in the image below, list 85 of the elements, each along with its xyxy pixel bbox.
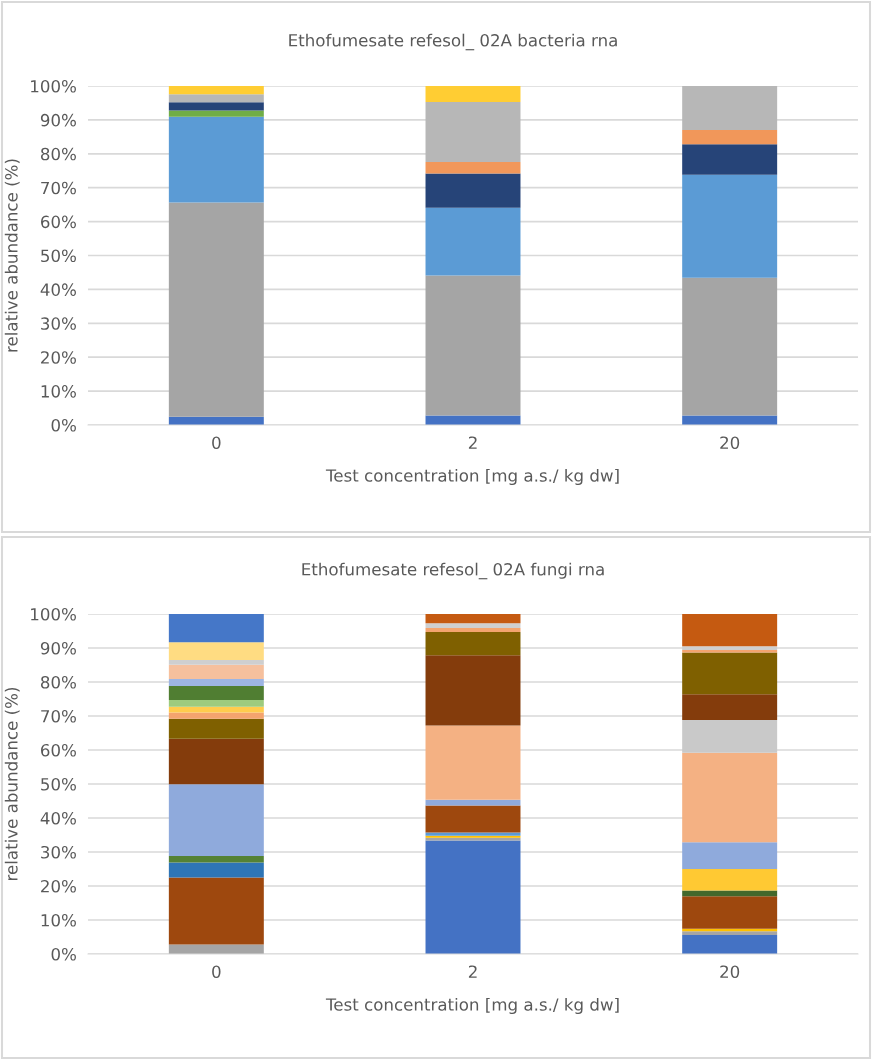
- y-tick-label: 0%: [51, 418, 76, 432]
- bar: [168, 862, 264, 878]
- bar: [682, 694, 778, 721]
- bar: [682, 869, 778, 891]
- bar: [168, 718, 264, 739]
- bar: [425, 805, 521, 833]
- bar: [168, 202, 264, 417]
- x-tick-label: 20: [720, 965, 740, 979]
- y-tick-label: 60%: [41, 743, 76, 757]
- bar: [682, 842, 778, 869]
- y-axis-title: relative abundance (%): [4, 159, 20, 352]
- y-tick-label: 100%: [31, 607, 76, 621]
- y-tick-label: 10%: [41, 913, 76, 927]
- x-tick-label: 2: [468, 436, 477, 449]
- bar: [425, 632, 521, 656]
- bar: [168, 700, 264, 707]
- y-tick-label: 0%: [51, 947, 76, 961]
- x-axis-title: Test concentration [mg a.s./ kg dw]: [325, 997, 619, 1015]
- x-tick-label: 0: [212, 965, 221, 979]
- bar: [168, 944, 264, 954]
- bar: [168, 738, 264, 785]
- y-tick-label: 40%: [40, 283, 76, 296]
- bar: [168, 659, 264, 665]
- y-tick-label: 30%: [41, 845, 76, 859]
- bar: [168, 614, 264, 643]
- bar: [682, 614, 778, 647]
- bar: [168, 110, 264, 117]
- bar: [168, 102, 264, 111]
- bar: [425, 86, 521, 102]
- bar: [168, 86, 264, 95]
- bar: [425, 623, 521, 628]
- y-tick-label: 90%: [40, 113, 76, 127]
- y-tick-label: 30%: [41, 317, 76, 330]
- y-tick-label: 50%: [41, 249, 76, 263]
- bar: [425, 655, 521, 726]
- bar: [425, 614, 521, 624]
- bar: [425, 840, 521, 954]
- bar: [168, 706, 264, 713]
- bar: [168, 94, 264, 103]
- bar: [682, 174, 778, 278]
- chart-title: Ethofumesate refesol_ 02A bacteria rna: [289, 33, 617, 51]
- x-axis-title: Test concentration [mg a.s./ kg dw]: [325, 468, 619, 486]
- bar: [168, 686, 264, 701]
- y-axis-title: relative abundance (%): [4, 687, 20, 880]
- bar: [425, 173, 521, 208]
- bar: [168, 712, 264, 719]
- y-tick-label: 90%: [40, 641, 76, 655]
- bar: [168, 116, 264, 203]
- bar: [682, 277, 778, 416]
- y-tick-label: 100%: [31, 79, 76, 93]
- bar: [425, 627, 521, 633]
- y-tick-label: 20%: [41, 879, 76, 893]
- y-tick-label: 60%: [41, 215, 76, 229]
- y-tick-label: 80%: [40, 675, 76, 689]
- bar: [168, 784, 264, 857]
- bar: [682, 720, 778, 753]
- bar: [168, 856, 264, 863]
- bar: [682, 890, 778, 897]
- bar: [682, 896, 778, 929]
- bar: [682, 752, 778, 843]
- bar: [425, 161, 521, 174]
- bar: [425, 275, 521, 416]
- x-tick-label: 2: [468, 965, 477, 978]
- y-tick-label: 70%: [41, 709, 76, 723]
- bar: [425, 725, 521, 800]
- bar: [425, 207, 521, 276]
- y-tick-label: 40%: [40, 811, 76, 825]
- bar: [682, 652, 778, 695]
- bar: [425, 101, 521, 162]
- y-tick-label: 80%: [40, 147, 76, 161]
- x-tick-label: 0: [212, 436, 221, 450]
- bar: [682, 130, 778, 145]
- y-tick-label: 70%: [41, 181, 76, 195]
- bar: [168, 642, 264, 660]
- y-tick-label: 20%: [41, 351, 76, 364]
- bar: [682, 934, 778, 954]
- y-tick-label: 10%: [41, 385, 76, 398]
- bar: [682, 144, 778, 175]
- chart-title: Ethofumesate refesol_ 02A fungi rna: [302, 562, 604, 580]
- y-tick-label: 50%: [41, 777, 76, 791]
- bar: [682, 86, 778, 131]
- bar: [168, 664, 264, 679]
- bar: [168, 678, 264, 687]
- bar: [168, 877, 264, 945]
- x-tick-label: 20: [720, 436, 740, 450]
